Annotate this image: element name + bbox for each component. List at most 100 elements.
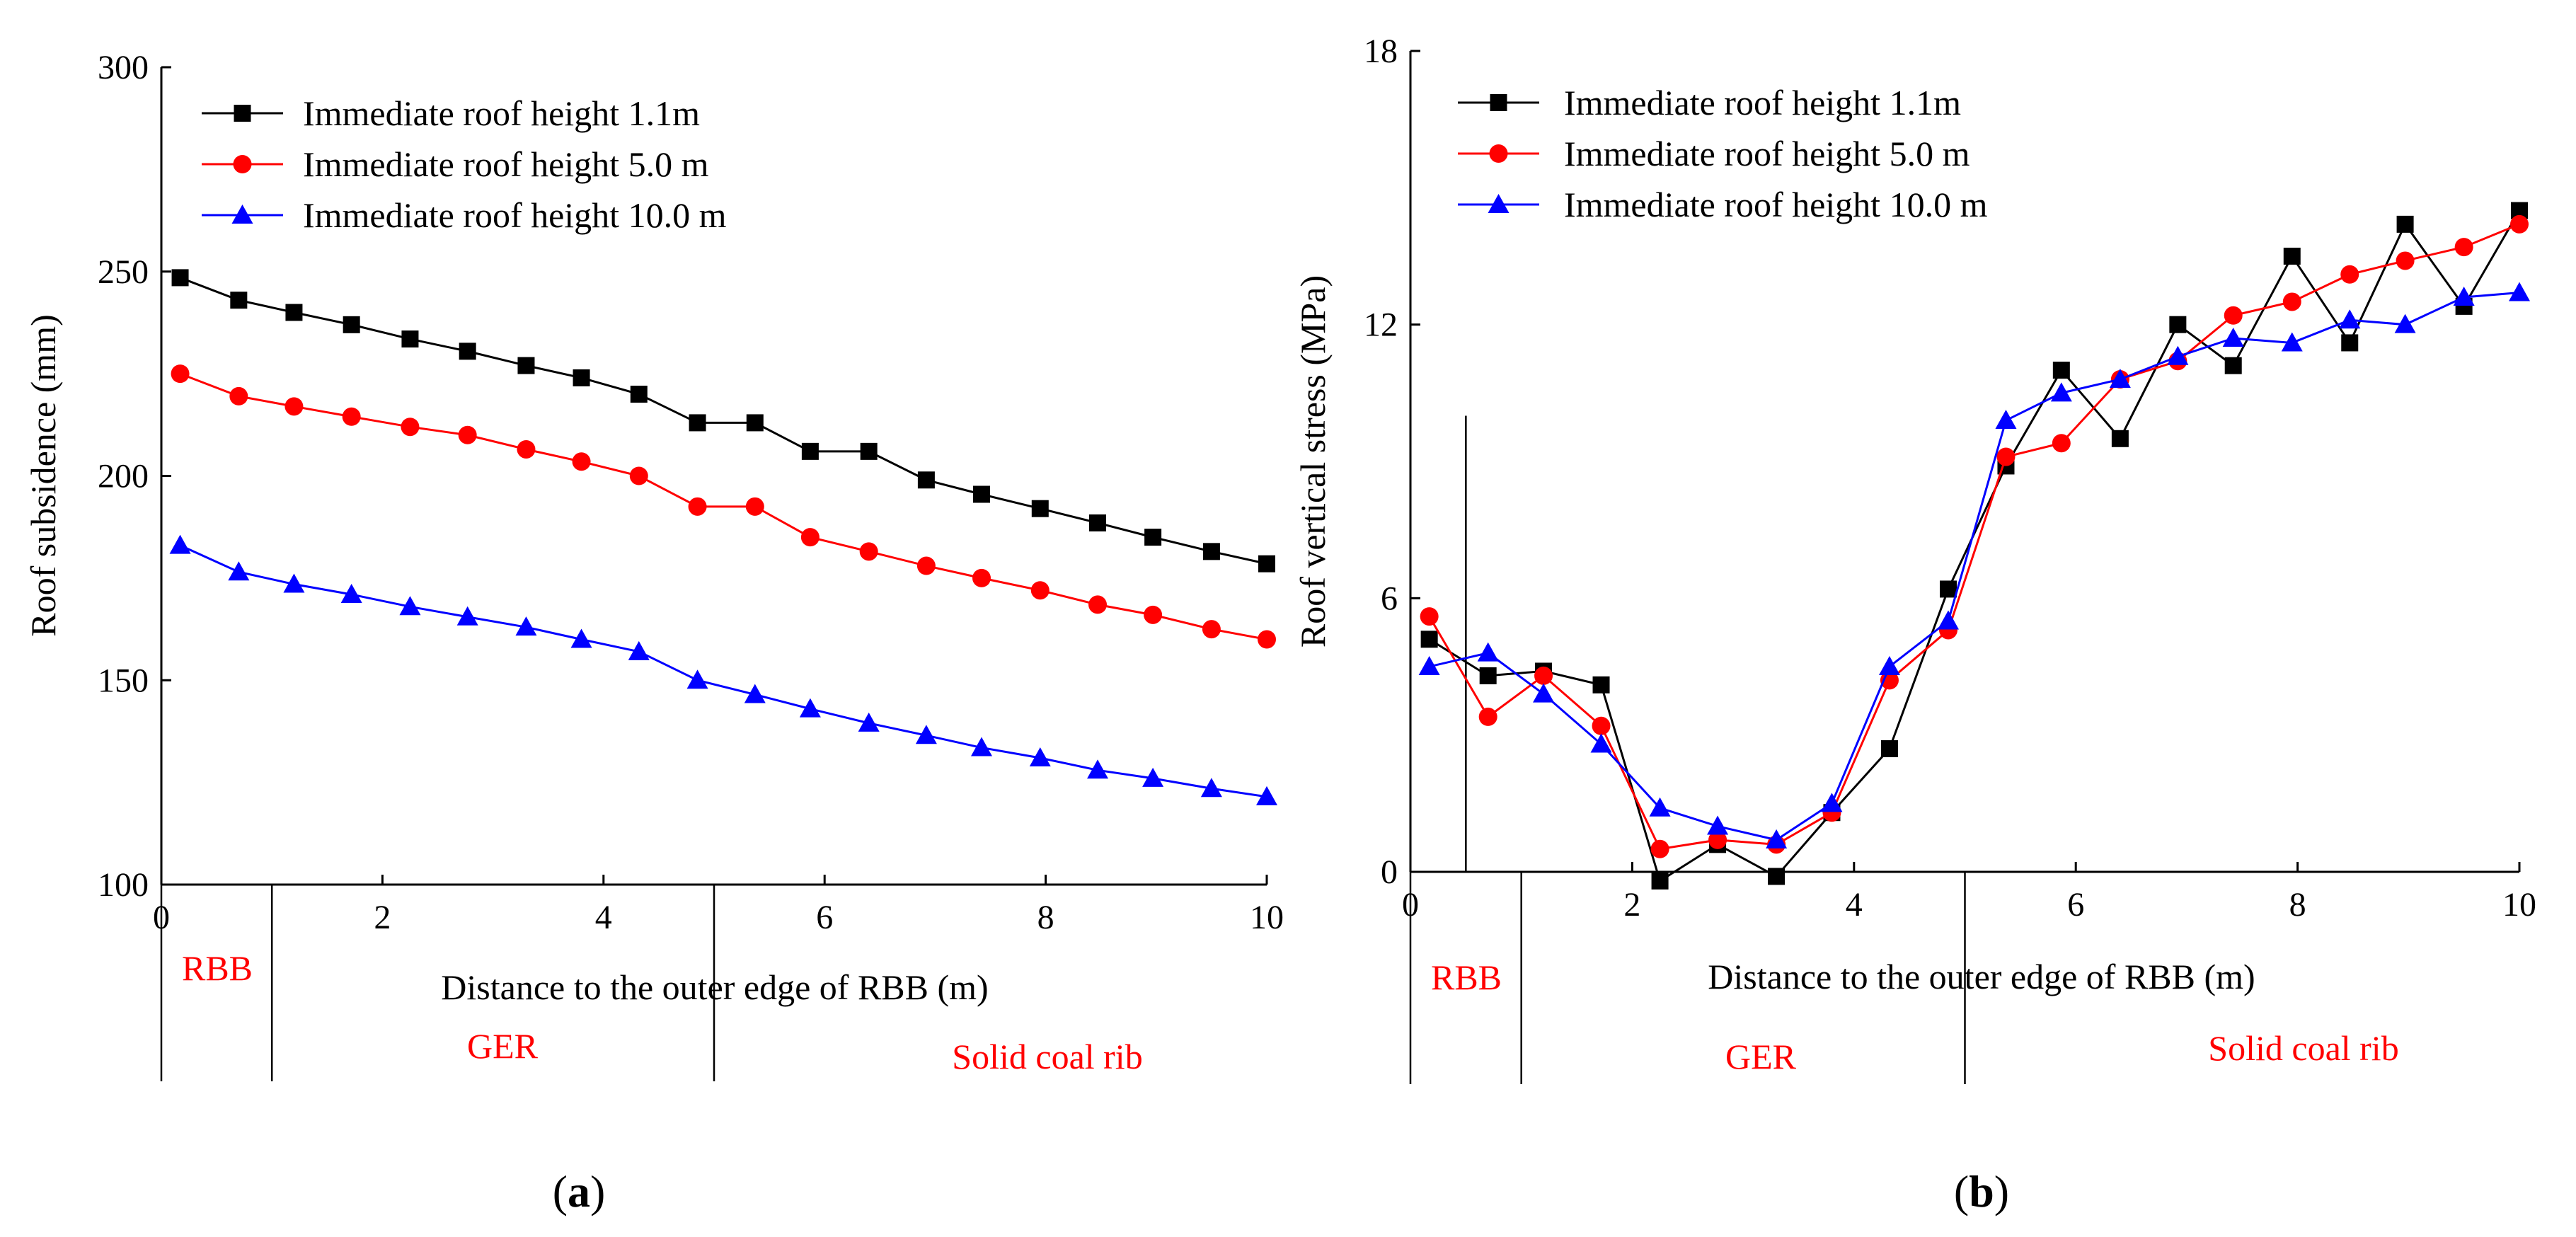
data-point-series-2 xyxy=(1202,620,1221,639)
data-point-series-3 xyxy=(2167,345,2189,365)
data-point-series-3 xyxy=(1649,797,1671,817)
y-tick-label: 12 xyxy=(1364,306,1398,344)
x-axis-title: Distance to the outer edge of RBB (m) xyxy=(1708,957,2255,996)
data-point-series-3 xyxy=(915,725,937,744)
series-line-3 xyxy=(1429,292,2520,841)
data-point-series-1 xyxy=(343,316,360,333)
data-point-series-2 xyxy=(1996,447,2016,466)
x-tick-label: 10 xyxy=(2502,886,2536,924)
data-point-series-2 xyxy=(2224,306,2243,325)
data-point-series-1 xyxy=(1939,580,1957,598)
data-point-series-2 xyxy=(800,528,820,547)
data-point-series-1 xyxy=(630,386,648,403)
x-tick-label: 4 xyxy=(595,899,612,936)
data-point-series-1 xyxy=(1031,500,1049,517)
data-point-series-2 xyxy=(972,568,991,587)
data-point-series-3 xyxy=(2109,369,2131,388)
y-tick-label: 250 xyxy=(98,253,149,291)
legend-marker xyxy=(233,155,252,173)
y-tick-label: 0 xyxy=(1381,853,1398,891)
x-tick-label: 10 xyxy=(1250,899,1284,936)
data-point-series-1 xyxy=(1202,543,1220,560)
series-line-1 xyxy=(1428,209,2521,883)
legend-label: Immediate roof height 1.1m xyxy=(303,93,700,133)
data-point-series-1 xyxy=(2283,248,2301,265)
data-point-series-1 xyxy=(171,269,189,287)
legend-marker xyxy=(1490,94,1507,111)
data-point-series-1 xyxy=(2111,430,2129,447)
data-point-series-3 xyxy=(1878,656,1900,675)
data-point-series-3 xyxy=(1418,656,1440,675)
data-point-series-2 xyxy=(2052,434,2071,453)
data-point-series-1 xyxy=(401,330,419,348)
data-point-series-2 xyxy=(1420,607,1439,626)
data-point-series-2 xyxy=(1650,839,1669,858)
data-point-series-2 xyxy=(1534,666,1553,685)
zone-label: GER xyxy=(467,1026,539,1066)
data-point-series-1 xyxy=(1768,868,1786,885)
legend-marker xyxy=(231,205,253,224)
y-tick-label: 6 xyxy=(1381,580,1398,617)
data-point-series-2 xyxy=(1592,716,1611,735)
data-point-series-2 xyxy=(2454,238,2473,257)
data-point-series-3 xyxy=(456,606,478,626)
data-point-series-1 xyxy=(1258,555,1275,573)
data-point-series-2 xyxy=(688,497,707,516)
data-point-series-2 xyxy=(284,397,304,416)
data-point-series-2 xyxy=(171,364,190,384)
x-tick-label: 8 xyxy=(2289,886,2306,924)
data-point-series-2 xyxy=(2340,265,2359,284)
y-tick-label: 18 xyxy=(1364,33,1398,70)
data-point-series-1 xyxy=(1479,667,1497,684)
data-point-series-2 xyxy=(1144,605,1163,624)
data-point-series-1 xyxy=(973,485,991,503)
data-point-series-2 xyxy=(1478,707,1497,726)
panel-label: (a) xyxy=(553,1166,606,1216)
data-point-series-1 xyxy=(917,471,935,489)
zone-label: RBB xyxy=(1431,957,1502,997)
data-point-series-3 xyxy=(2453,287,2475,306)
data-point-series-2 xyxy=(1258,630,1276,649)
data-point-series-3 xyxy=(399,596,421,616)
data-point-series-1 xyxy=(1144,529,1162,546)
data-point-series-3 xyxy=(1256,786,1277,805)
y-axis-title: Roof vertical stress (MPa) xyxy=(1293,275,1333,648)
zone-label: GER xyxy=(1725,1037,1797,1076)
data-point-series-1 xyxy=(689,414,706,432)
data-point-series-2 xyxy=(458,425,477,444)
data-point-series-2 xyxy=(517,439,536,459)
data-point-series-3 xyxy=(169,534,191,554)
data-point-series-1 xyxy=(746,414,764,432)
y-tick-label: 150 xyxy=(98,662,149,699)
legend-marker xyxy=(1489,144,1508,163)
data-point-series-2 xyxy=(629,466,648,485)
data-point-series-1 xyxy=(1420,631,1438,648)
data-point-series-3 xyxy=(1477,642,1499,662)
data-point-series-2 xyxy=(2282,292,2301,311)
data-point-series-2 xyxy=(916,556,936,575)
data-point-series-2 xyxy=(401,418,420,437)
data-point-series-3 xyxy=(2222,328,2244,347)
legend-marker xyxy=(234,105,251,122)
data-point-series-3 xyxy=(971,737,993,756)
data-point-series-3 xyxy=(1142,767,1164,787)
data-point-series-3 xyxy=(2050,382,2072,402)
data-point-series-2 xyxy=(342,407,361,426)
data-point-series-3 xyxy=(1937,610,1959,630)
series-line-1 xyxy=(180,277,1267,565)
data-point-series-3 xyxy=(2339,309,2361,329)
y-axis-title: Roof subsidence (mm) xyxy=(23,314,63,636)
data-point-series-3 xyxy=(283,573,305,593)
legend-label: Immediate roof height 5.0 m xyxy=(303,144,709,184)
series-line-3 xyxy=(179,544,1267,798)
series-line-2 xyxy=(1428,223,2520,851)
y-tick-label: 300 xyxy=(98,49,149,86)
legend-label: Immediate roof height 5.0 m xyxy=(1564,134,1970,173)
zone-label: Solid coal rib xyxy=(952,1037,1142,1076)
series-line-2 xyxy=(180,372,1267,640)
data-point-series-1 xyxy=(285,304,303,321)
y-tick-label: 200 xyxy=(98,458,149,495)
legend-label: Immediate roof height 1.1m xyxy=(1564,83,1961,122)
data-point-series-3 xyxy=(340,583,362,603)
